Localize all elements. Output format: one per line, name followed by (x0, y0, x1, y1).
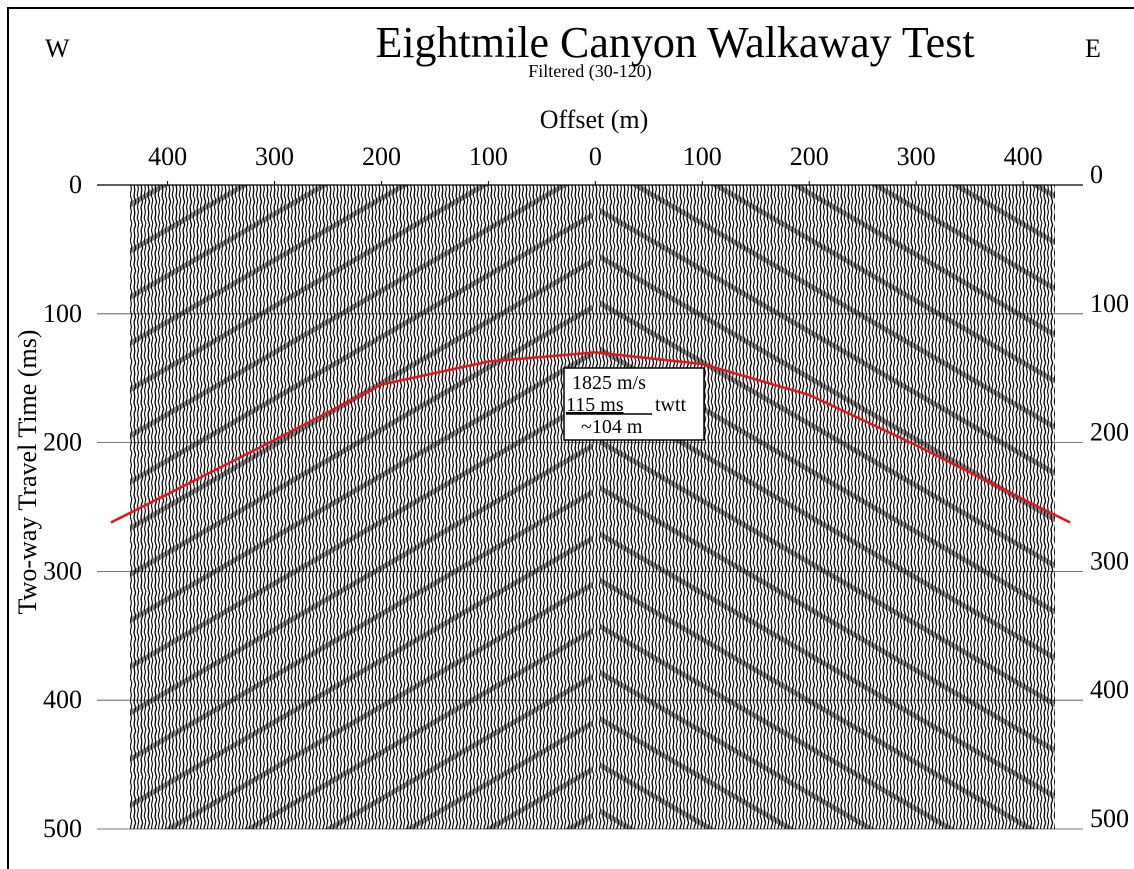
chart-title: Eightmile Canyon Walkaway Test (375, 18, 974, 67)
y-tick-label: 0 (69, 170, 82, 199)
west-label: W (45, 34, 70, 63)
y-tick-label: 0 (1090, 160, 1103, 189)
annotation: 1825 m/s (572, 372, 646, 394)
y-tick-label: 400 (1090, 675, 1129, 704)
y-tick-label: 400 (43, 685, 82, 714)
chart: W E Eightmile Canyon Walkaway Test Filte… (0, 0, 1134, 869)
x-tick-label: 200 (362, 142, 401, 171)
annotation: 115 ms (566, 394, 624, 416)
y-tick-label: 200 (43, 428, 82, 457)
annotation: ~104 m (581, 416, 643, 438)
x-tick-label: 300 (897, 142, 936, 171)
x-tick-label: 400 (148, 142, 187, 171)
y-tick-label: 300 (43, 556, 82, 585)
x-tick-label: 300 (255, 142, 294, 171)
y-tick-label: 100 (43, 299, 82, 328)
y-tick-label: 100 (1090, 289, 1129, 318)
x-tick-label: 100 (469, 142, 508, 171)
x-tick-label: 400 (1004, 142, 1043, 171)
annotation-box: 1825 m/s 115 ms twtt ~104 m (564, 368, 704, 440)
x-tick-label: 0 (589, 142, 602, 171)
y-tick-label: 500 (43, 814, 82, 843)
subtitle: Filtered (30-120) (528, 61, 651, 82)
east-label: E (1085, 34, 1101, 63)
streaks (130, 185, 592, 829)
y-tick-label: 500 (1090, 804, 1129, 833)
streaks (600, 185, 1055, 829)
x-tick-label: 200 (790, 142, 829, 171)
seismic-section (130, 185, 1055, 829)
y-axis-label: Two-way Travel Time (ms) (13, 330, 42, 615)
x-tick-label: 100 (683, 142, 722, 171)
y-tick-label: 300 (1090, 546, 1129, 575)
page: {"chart_data": { "type": "line", "title"… (0, 0, 1134, 869)
annotation: twtt (655, 394, 687, 416)
x-axis-label: Offset (m) (540, 105, 649, 134)
y-tick-label: 200 (1090, 418, 1129, 447)
